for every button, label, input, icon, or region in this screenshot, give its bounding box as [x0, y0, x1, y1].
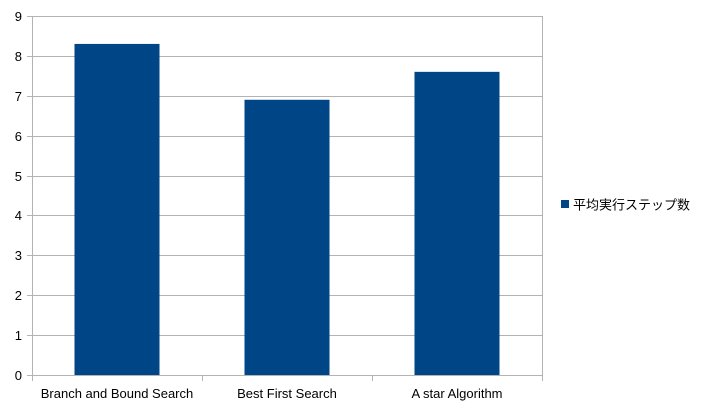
y-tick-label: 7 [15, 89, 22, 104]
bar [414, 71, 500, 375]
x-tick-label: A star Algorithm [411, 386, 502, 401]
y-tick-label: 9 [15, 9, 22, 24]
axes [27, 16, 543, 381]
legend-label: 平均実行ステップ数 [573, 198, 690, 213]
y-tick-label: 8 [15, 49, 22, 64]
bars [74, 43, 500, 376]
x-tick-labels: Branch and Bound Search Best First Search… [41, 386, 503, 401]
legend: 平均実行ステップ数 [561, 198, 690, 213]
y-tick-labels: 0 1 2 3 4 5 6 7 8 9 [15, 9, 22, 383]
y-tick-label: 4 [15, 208, 22, 223]
bar [74, 43, 160, 376]
bar [244, 99, 330, 376]
y-tick-label: 3 [15, 248, 22, 263]
y-tick-label: 0 [15, 368, 22, 383]
legend-swatch [561, 200, 569, 208]
y-tick-label: 5 [15, 169, 22, 184]
y-tick-label: 6 [15, 129, 22, 144]
y-tick-label: 2 [15, 288, 22, 303]
y-tick-label: 1 [15, 328, 22, 343]
x-tick-label: Best First Search [237, 386, 337, 401]
x-tick-label: Branch and Bound Search [41, 386, 194, 401]
